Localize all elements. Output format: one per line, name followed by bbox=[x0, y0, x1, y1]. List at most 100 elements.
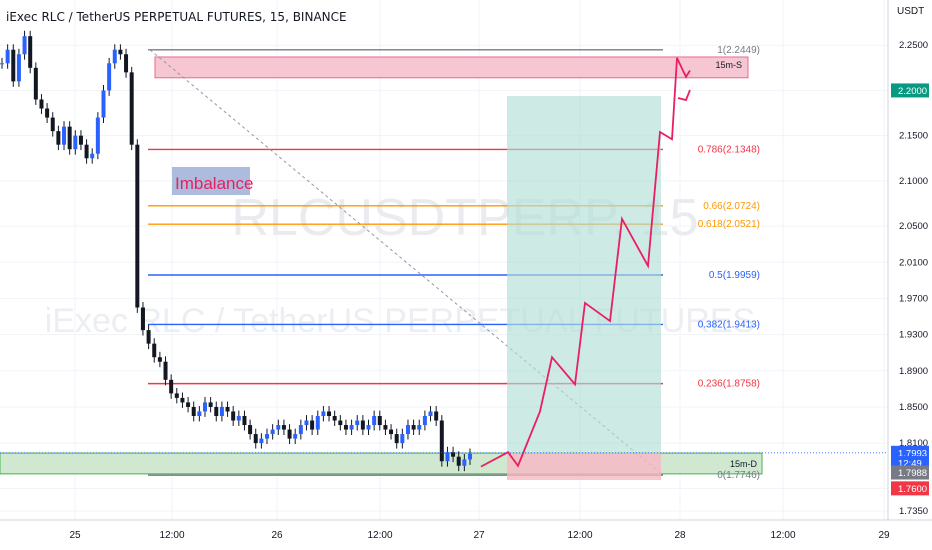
candle-body bbox=[451, 452, 456, 457]
candle-body bbox=[270, 429, 275, 435]
candle-body bbox=[208, 402, 213, 407]
candle-body bbox=[248, 425, 253, 435]
price-tag-label: 1.7993 bbox=[898, 448, 927, 459]
imbalance-label-bg bbox=[172, 167, 250, 195]
y-tick-label: 2.1000 bbox=[899, 176, 928, 187]
candle-body bbox=[11, 49, 16, 82]
imbalance-label: Imbalance bbox=[175, 174, 253, 193]
candle-body bbox=[304, 420, 309, 426]
candle-body bbox=[343, 425, 348, 430]
candle-body bbox=[0, 63, 4, 65]
risk-zone bbox=[507, 453, 661, 480]
candle-body bbox=[135, 144, 140, 308]
candle-body bbox=[355, 420, 360, 426]
candle-body bbox=[197, 411, 202, 416]
price-tag-label: 2.2000 bbox=[898, 86, 927, 97]
candle-body bbox=[50, 117, 55, 132]
y-tick-label: 2.0100 bbox=[899, 257, 928, 268]
candle-body bbox=[5, 49, 10, 64]
candle-body bbox=[225, 406, 230, 412]
candle-body bbox=[67, 126, 72, 150]
candle-body bbox=[332, 416, 337, 421]
candle-body bbox=[169, 379, 174, 394]
candle-body bbox=[231, 411, 236, 421]
candle-body bbox=[157, 357, 162, 362]
supply-zone-label: 15m-S bbox=[715, 60, 742, 70]
candle-body bbox=[287, 429, 292, 439]
candle-body bbox=[28, 36, 33, 68]
candle-body bbox=[389, 429, 394, 435]
candle-body bbox=[411, 425, 416, 430]
x-tick-label: 12:00 bbox=[770, 530, 795, 541]
candle-body bbox=[202, 402, 207, 412]
candle-body bbox=[236, 416, 241, 421]
candle-body bbox=[107, 63, 112, 91]
candle-body bbox=[90, 153, 95, 159]
y-tick-label: 1.8500 bbox=[899, 402, 928, 413]
price-tag-bg bbox=[891, 83, 929, 98]
candle-body bbox=[242, 416, 247, 426]
candle-body bbox=[73, 135, 78, 150]
candle-body bbox=[394, 434, 399, 444]
x-tick-label: 12:00 bbox=[159, 530, 184, 541]
y-tick-label: 2.1500 bbox=[899, 131, 928, 142]
x-tick-label: 28 bbox=[674, 530, 686, 541]
fib-level-label: 0.5(1.9959) bbox=[709, 270, 760, 281]
axis-unit: USDT bbox=[897, 6, 925, 17]
candle-body bbox=[422, 416, 427, 426]
candle-body bbox=[129, 72, 134, 145]
y-tick-label: 1.9300 bbox=[899, 330, 928, 341]
fib-level-label: 0.786(2.1348) bbox=[698, 144, 760, 155]
candle-body bbox=[16, 54, 21, 82]
y-tick-label: 1.9700 bbox=[899, 293, 928, 304]
candle-body bbox=[310, 420, 315, 430]
candle-body bbox=[101, 90, 106, 118]
candle-body bbox=[118, 49, 123, 55]
candle-body bbox=[214, 406, 219, 416]
candle-body bbox=[468, 453, 472, 460]
candle-body bbox=[265, 434, 270, 439]
candle-body bbox=[253, 434, 258, 444]
supply-zone bbox=[154, 56, 749, 79]
x-tick-label: 12:00 bbox=[567, 530, 592, 541]
candle-body bbox=[366, 425, 371, 430]
fib-level-label: 0.236(1.8758) bbox=[698, 379, 760, 390]
candle-body bbox=[45, 108, 50, 118]
candle-body bbox=[439, 420, 444, 462]
candle-body bbox=[321, 411, 326, 416]
x-tick-label: 12:00 bbox=[367, 530, 392, 541]
candle-body bbox=[174, 393, 179, 398]
candle-body bbox=[276, 425, 281, 430]
candle-body bbox=[163, 361, 168, 380]
candle-body bbox=[146, 330, 151, 344]
x-tick-label: 29 bbox=[878, 530, 890, 541]
candle-body bbox=[152, 343, 157, 358]
candle-body bbox=[186, 402, 191, 407]
demand-zone-label: 15m-D bbox=[730, 459, 758, 469]
candle-body bbox=[338, 420, 343, 426]
candle-body bbox=[434, 411, 439, 421]
y-tick-label: 2.2500 bbox=[899, 40, 928, 51]
candle-body bbox=[417, 425, 422, 430]
candle-body bbox=[39, 99, 44, 109]
candle-body bbox=[33, 67, 38, 100]
candle-body bbox=[400, 434, 405, 444]
price-tag-label: 1.7988 bbox=[898, 468, 927, 479]
fib-level-label: 1(2.2449) bbox=[717, 45, 760, 56]
candle-body bbox=[112, 49, 117, 64]
y-tick-label: 1.8100 bbox=[899, 438, 928, 449]
candle-body bbox=[140, 307, 145, 331]
candle-body bbox=[315, 416, 320, 430]
candle-body bbox=[456, 456, 461, 466]
projected-path bbox=[480, 57, 691, 468]
candle-body bbox=[281, 425, 286, 430]
x-tick-label: 27 bbox=[473, 530, 485, 541]
candle-body bbox=[56, 131, 61, 145]
reward-zone bbox=[507, 96, 661, 454]
y-tick-label: 1.8900 bbox=[899, 366, 928, 377]
candle-body bbox=[219, 406, 224, 416]
x-tick-label: 26 bbox=[271, 530, 283, 541]
x-tick-label: 25 bbox=[69, 530, 81, 541]
